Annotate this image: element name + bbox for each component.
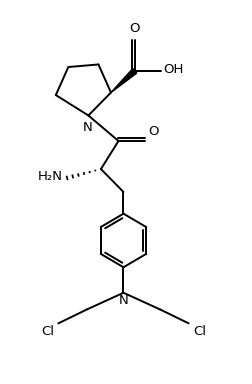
Text: N: N bbox=[119, 294, 128, 307]
Text: Cl: Cl bbox=[41, 324, 54, 338]
Text: N: N bbox=[82, 121, 92, 134]
Text: H₂N: H₂N bbox=[38, 170, 62, 183]
Text: O: O bbox=[148, 125, 158, 138]
Text: O: O bbox=[130, 22, 140, 35]
Polygon shape bbox=[111, 69, 137, 93]
Text: Cl: Cl bbox=[193, 324, 206, 338]
Text: OH: OH bbox=[163, 63, 183, 76]
